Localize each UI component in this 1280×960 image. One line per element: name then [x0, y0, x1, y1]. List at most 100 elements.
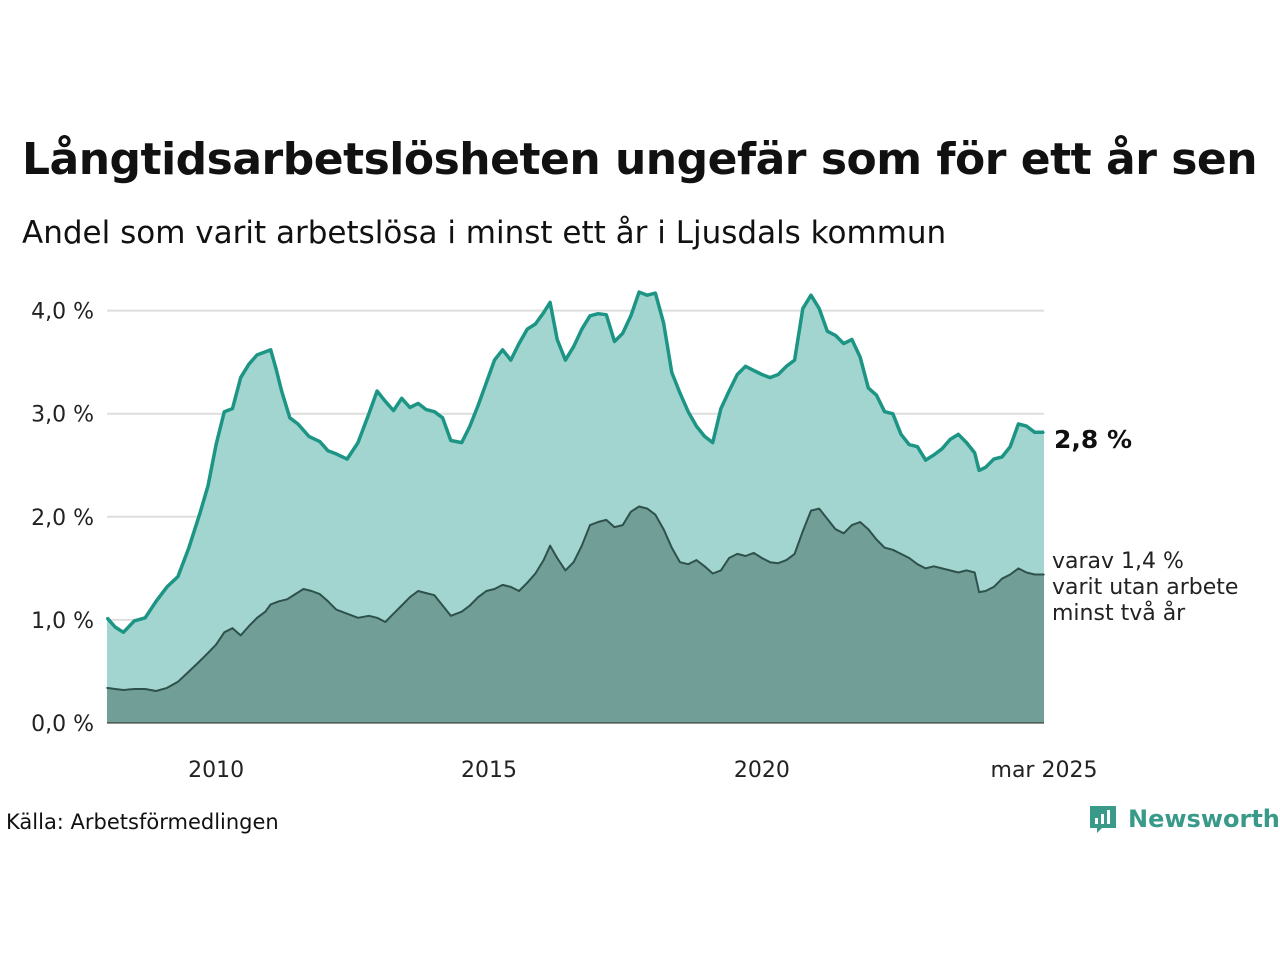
data-point-long: [166, 687, 168, 689]
data-point-total: [924, 459, 927, 461]
data-point-long: [392, 612, 395, 615]
data-point-total: [630, 315, 632, 317]
data-point-long: [1017, 567, 1020, 570]
data-point-long: [785, 559, 788, 561]
data-point-total: [941, 448, 943, 450]
data-point-total: [597, 312, 599, 315]
data-point-total: [703, 435, 706, 438]
data-point-total: [949, 438, 951, 441]
data-point-long: [916, 563, 919, 565]
data-point-total: [518, 342, 520, 345]
data-point-total: [957, 433, 960, 436]
data-point-total: [859, 356, 861, 358]
data-point-total: [965, 441, 968, 444]
data-point-long: [335, 608, 338, 611]
data-point-long: [477, 596, 479, 598]
data-point-long: [744, 555, 747, 557]
data-point-total: [223, 410, 226, 413]
data-point-total: [883, 410, 886, 413]
data-point-total: [122, 631, 125, 634]
data-point-long: [133, 688, 136, 690]
data-point-long: [1001, 577, 1003, 580]
data-point-long: [269, 603, 272, 606]
data-point-long: [346, 612, 348, 615]
data-point-total: [469, 425, 471, 427]
y-tick-label: 4,0 %: [31, 300, 94, 325]
data-point-total: [933, 454, 935, 456]
data-point-long: [144, 688, 146, 690]
axes: 0,0 % 1,0 % 2,0 % 3,0 % 4,0 % 2010 2015 2020 mar…: [31, 300, 1097, 783]
data-point-total: [376, 390, 378, 392]
data-point-long: [810, 509, 812, 512]
data-point-total: [133, 620, 136, 622]
data-point-total: [842, 342, 845, 345]
data-point-long: [556, 557, 558, 559]
data-point-total: [549, 301, 551, 304]
data-point-long: [671, 546, 673, 549]
x-tick-label: 2020: [734, 758, 790, 783]
data-point-long: [368, 615, 370, 617]
data-point-total: [526, 328, 528, 331]
y-tick-label: 0,0 %: [31, 712, 94, 737]
data-point-long: [155, 690, 157, 692]
data-point-total: [319, 440, 321, 443]
data-point-long: [239, 634, 242, 637]
data-point-long: [867, 528, 870, 530]
data-point-total: [280, 390, 283, 392]
data-point-long: [646, 507, 649, 510]
data-point-total: [256, 354, 258, 356]
data-point-total: [818, 307, 820, 310]
data-point-total: [711, 441, 714, 444]
data-point-total: [564, 359, 567, 361]
data-point-total: [802, 307, 804, 310]
data-point-long: [687, 563, 689, 565]
data-point-long: [327, 600, 329, 603]
data-point-total: [984, 466, 987, 469]
data-point-total: [384, 400, 387, 403]
data-point-long: [510, 586, 512, 588]
sub-label-line-2: varit utan arbete: [1052, 575, 1238, 600]
data-point-long: [188, 670, 190, 673]
data-point-total: [542, 311, 545, 314]
source-note: Källa: Arbetsförmedlingen: [6, 810, 279, 834]
data-point-total: [744, 365, 747, 368]
data-point-long: [973, 571, 976, 574]
data-point-total: [433, 410, 436, 413]
data-point-total: [646, 294, 649, 297]
data-point-long: [613, 526, 616, 528]
data-point-long: [177, 681, 179, 683]
data-point-long: [409, 596, 411, 598]
data-point-long: [736, 553, 739, 555]
data-point-long: [621, 524, 624, 526]
data-point-total: [215, 443, 217, 446]
data-point-long: [605, 519, 608, 521]
data-point-total: [106, 617, 108, 619]
data-point-total: [269, 349, 272, 351]
data-point-long: [597, 521, 599, 523]
data-point-long: [581, 544, 583, 547]
data-point-total: [851, 338, 853, 341]
data-point-long: [638, 505, 640, 508]
data-point-long: [114, 688, 116, 690]
data-point-long: [777, 562, 779, 564]
data-point-long: [859, 521, 861, 523]
data-point-total: [695, 425, 698, 427]
data-point-long: [534, 572, 537, 575]
data-point-total: [275, 368, 278, 371]
data-point-total: [973, 452, 976, 454]
data-point-long: [695, 559, 698, 561]
data-point-total: [144, 617, 146, 619]
data-point-total: [867, 387, 870, 389]
data-point-long: [957, 571, 960, 574]
data-point-long: [834, 528, 837, 530]
data-point-long: [769, 561, 771, 563]
data-point-total: [346, 458, 348, 460]
data-point-long: [469, 604, 471, 607]
data-point-total: [793, 359, 796, 361]
data-point-total: [485, 382, 488, 384]
data-point-long: [400, 604, 403, 607]
data-point-total: [1043, 431, 1045, 434]
data-point-total: [605, 313, 608, 316]
y-tick-label: 2,0 %: [31, 506, 94, 531]
